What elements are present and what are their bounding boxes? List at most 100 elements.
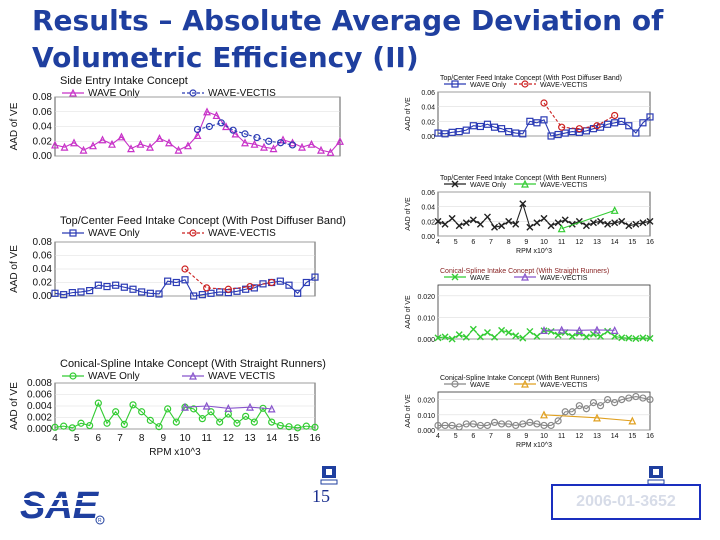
data-point [604,396,612,404]
data-point [246,402,254,411]
slide-title: Results – Absolute Average Deviation of … [32,4,664,74]
data-point [193,131,202,139]
y-tick-label: 0.00 [421,234,435,241]
data-point [593,413,601,422]
data-point [276,277,284,285]
data-point [68,424,76,432]
data-point [611,332,619,340]
data-point [558,123,566,131]
data-point [68,289,76,297]
data-point [112,408,120,416]
data-point [51,140,59,149]
data-point [498,222,506,230]
x-tick-label: 16 [646,433,654,440]
data-point [77,419,85,427]
x-tick-label: 15 [628,239,636,246]
series-line [437,201,651,229]
series-line [197,122,293,146]
data-point [575,326,584,334]
data-point [469,325,477,333]
chart-right-top-center-post-diffuser: Top/Center Feed Intake Concept (With Pos… [405,75,654,141]
data-point [155,423,163,431]
legend-marker [69,229,77,237]
data-point [441,333,449,341]
page-number: 15 [312,486,330,506]
data-point [512,220,520,228]
data-point [302,422,310,430]
x-tick-label: 11 [558,239,565,246]
y-tick-label: 0.00 [33,151,53,162]
data-point [250,418,258,426]
data-point [260,142,268,151]
x-tick-label: 6 [471,433,475,440]
data-point [120,420,128,429]
data-point [483,421,492,430]
data-point [561,129,569,137]
legend-label: WAVE Only [88,88,140,99]
data-point [250,284,258,292]
data-point [77,288,85,296]
data-point [117,132,126,141]
x-axis-label: RPM x10^3 [516,248,552,255]
data-point [86,286,94,295]
x-tick-label: 10 [540,433,548,440]
y-axis-label: AAD of VE [405,394,412,428]
legend-marker [521,179,529,188]
paper-id-box: 2006-01-3652 [551,484,701,520]
data-point [589,399,598,407]
x-tick-label: 10 [179,433,191,444]
data-point [540,214,548,222]
y-tick-label: 0.010 [417,413,435,420]
data-point [540,326,548,334]
data-point [455,423,463,431]
legend-label: WAVE [470,275,490,282]
paper-id: 2006-01-3652 [576,493,676,510]
data-point [294,424,302,432]
data-point [127,144,135,153]
data-point [593,122,601,130]
data-point [190,292,198,300]
x-tick-label: 14 [266,433,278,444]
data-point [138,408,146,416]
data-point [60,142,69,151]
data-point [462,126,470,134]
data-point [259,280,267,288]
data-point [441,130,449,138]
legend-label: WAVE-VECTIS [540,82,588,89]
data-point [483,120,492,128]
x-axis-label: RPM x10^3 [516,442,552,449]
x-axis-label: RPM x10^3 [149,447,201,458]
data-point [136,139,145,148]
data-point [155,290,163,298]
data-point [490,418,499,427]
data-point [469,420,477,428]
legend-marker [451,273,459,281]
data-point [512,332,520,340]
data-point [224,285,232,293]
data-point [533,332,541,340]
data-point [165,138,173,147]
legend-marker [189,371,197,380]
x-tick-label: 5 [454,433,458,440]
x-tick-label: 4 [52,433,58,444]
data-point [582,222,590,230]
data-point [441,421,449,430]
data-point [269,144,278,153]
data-point [547,327,555,335]
chart-conical-spline-straight: Conical-Spline Intake Concept (With Stra… [9,358,326,458]
data-point [540,99,548,107]
data-point [311,423,319,431]
series-line [437,116,651,137]
x-tick-label: 8 [139,433,145,444]
data-point [512,129,520,137]
data-point [317,145,325,154]
data-point [498,326,506,334]
data-point [646,396,654,404]
chart-title: Conical-Spline Intake Concept (With Bent… [440,375,600,382]
data-point [233,287,241,295]
legend-marker [69,88,77,97]
y-axis-label: AAD of VE [9,245,20,293]
data-point [589,330,597,338]
data-point [103,419,111,427]
y-tick-label: 0.010 [417,315,435,322]
